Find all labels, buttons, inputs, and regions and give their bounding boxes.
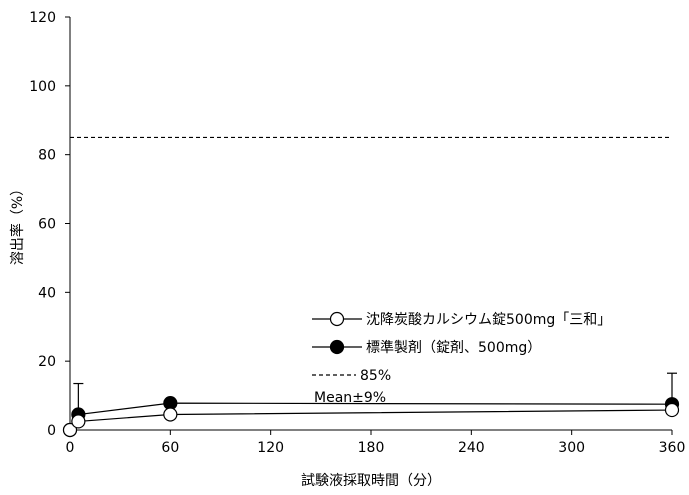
y-tick-label: 80 bbox=[38, 148, 56, 164]
legend-label: 標準製剤（錠剤、500mg） bbox=[366, 340, 541, 356]
legend-label: 沈降炭酸カルシウム錠500mg「三和」 bbox=[366, 312, 611, 328]
x-tick-label: 0 bbox=[66, 440, 75, 456]
y-tick-label: 120 bbox=[29, 10, 56, 26]
series-line-filled bbox=[69, 402, 673, 431]
x-tick-label: 300 bbox=[558, 440, 585, 456]
y-tick-label: 60 bbox=[38, 217, 56, 233]
y-tick-label: 0 bbox=[47, 423, 56, 439]
x-tick-label: 60 bbox=[161, 440, 179, 456]
y-tick-label: 100 bbox=[29, 79, 56, 95]
y-tick-label: 20 bbox=[38, 354, 56, 370]
x-tick-label: 360 bbox=[659, 440, 686, 456]
legend-marker-filled bbox=[329, 339, 345, 355]
x-axis-label: 試験液採取時間（分） bbox=[301, 473, 441, 489]
data-point-open bbox=[163, 407, 178, 422]
y-axis-label: 溶出率（%） bbox=[9, 182, 26, 265]
x-tick-label: 240 bbox=[458, 440, 485, 456]
chart-marks bbox=[62, 136, 680, 438]
series-line-open bbox=[69, 409, 673, 431]
y-tick-label: 40 bbox=[38, 285, 56, 301]
data-point-open bbox=[62, 422, 78, 438]
x-tick-label: 120 bbox=[257, 440, 284, 456]
data-point-open bbox=[71, 414, 86, 429]
legend: 沈降炭酸カルシウム錠500mg「三和」標準製剤（錠剤、500mg） 85% Mean… bbox=[312, 311, 611, 406]
legend-note: Mean±9% bbox=[314, 390, 386, 406]
axes: 0 20 40 60 80 100 120 0 60 120 180 240 300 360 bbox=[29, 10, 685, 456]
legend-marker-open bbox=[329, 311, 345, 327]
data-point-open bbox=[664, 402, 680, 418]
legend-label-85: 85% bbox=[360, 368, 391, 384]
x-tick-label: 180 bbox=[358, 440, 385, 456]
